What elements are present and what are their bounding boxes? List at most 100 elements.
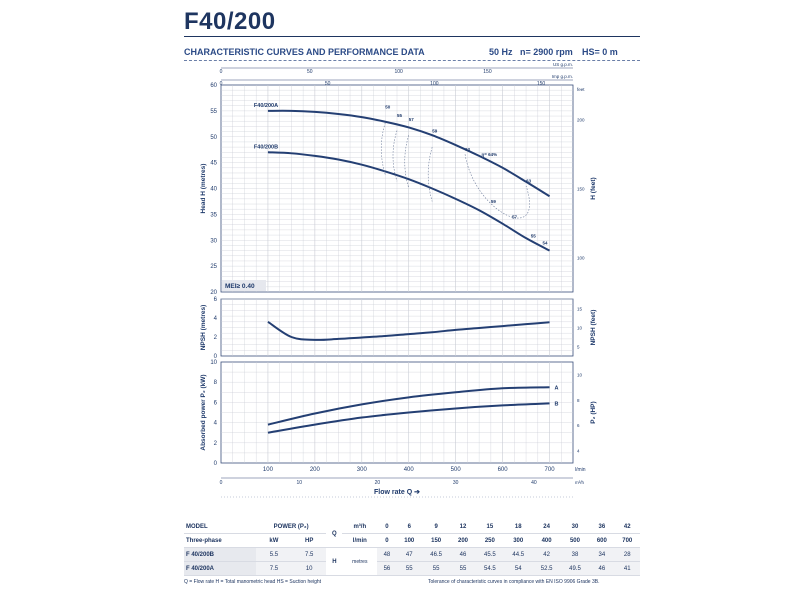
table-row: F 40/200A 7.5 10 56 55 55 55 54.5 54 52.…	[184, 561, 640, 576]
h-unit: metres	[342, 547, 378, 576]
top-tick-label: 0	[220, 69, 223, 75]
y-tick-label: 55	[210, 109, 217, 115]
head-cell: 54	[504, 561, 533, 576]
model-header: MODEL	[184, 520, 256, 534]
y-tick-label: 30	[210, 238, 217, 244]
head-cell: 46.5	[421, 547, 451, 562]
q-lmin-cell: 600	[589, 533, 615, 548]
series-line	[267, 386, 550, 426]
head-cell: 55	[396, 561, 422, 576]
q-lmin-cell: 400	[532, 533, 561, 548]
efficiency-isoline	[427, 147, 433, 202]
q-lmin-cell: 200	[450, 533, 476, 548]
y-right-tick-label: 8	[577, 398, 580, 403]
q-lmin-cell: 150	[421, 533, 451, 548]
efficiency-label: 63	[465, 147, 471, 152]
model-cell: F 40/200A	[184, 561, 256, 576]
top-tick-label: 150	[537, 81, 546, 87]
series-label: F40/200B	[254, 144, 278, 150]
y-tick-label: 25	[210, 264, 217, 270]
y-right-tick-label: 100	[577, 256, 585, 261]
q-m3h-cell: 15	[475, 520, 505, 534]
q-lmin-cell: 700	[614, 533, 640, 548]
efficiency-label: 57	[512, 215, 518, 220]
head-cell: 54.5	[475, 561, 505, 576]
efficiency-max-label: η= 64%	[481, 152, 497, 157]
top-axis-unit: US g.p.m.	[553, 62, 573, 67]
top-tick-label: 100	[394, 69, 403, 75]
top-tick-label: 100	[430, 81, 439, 87]
suction-height-label: HS= 0 m	[582, 47, 618, 57]
q-lmin-cell: 250	[475, 533, 505, 548]
efficiency-label: 50	[385, 104, 391, 109]
y-axis-title: Head H (metres)	[200, 164, 207, 214]
head-cell: 38	[560, 547, 590, 562]
q-lmin-cell: 100	[396, 533, 422, 548]
top-tick-label: 0	[220, 81, 223, 87]
top-tick-label: 50	[325, 81, 331, 87]
y-right-tick-label: 150	[577, 187, 585, 192]
table-row: F 40/200B 5.5 7.5 H metres 48 47 46.5 46…	[184, 547, 640, 576]
q-lmin-cell: 500	[560, 533, 590, 548]
section-subtitle: CHARACTERISTIC CURVES AND PERFORMANCE DA…	[184, 47, 425, 57]
power-header: POWER (P₂)	[255, 520, 327, 534]
x-axis-title: Flow rate Q ➔	[374, 489, 420, 496]
dashed-divider	[184, 60, 640, 61]
q-m3h-cell: 42	[614, 520, 640, 534]
series-line	[267, 109, 551, 198]
page-title: F40/200	[184, 8, 276, 35]
kw-cell: 5.5	[255, 547, 292, 562]
mei-badge	[222, 280, 266, 291]
y-tick-label: 50	[210, 135, 217, 141]
y-tick-label: 8	[214, 380, 218, 386]
title-divider	[184, 36, 640, 37]
x-tick-label: 500	[451, 467, 462, 473]
x-tick-label: 200	[310, 467, 321, 473]
x-tick-label: 100	[263, 467, 274, 473]
q-m3h-cell: 12	[450, 520, 476, 534]
head-cell: 46	[589, 561, 615, 576]
y-right-tick-label: 200	[577, 118, 585, 123]
frequency-label: 50 Hz	[489, 47, 513, 57]
series-label: B	[555, 401, 559, 407]
model-cell: F 40/200B	[184, 547, 256, 562]
tolerance-footnote: Tolerance of characteristic curves in co…	[428, 579, 600, 585]
efficiency-label: 55	[397, 113, 403, 118]
top-tick-label: 150	[483, 69, 492, 75]
head-cell: 55	[450, 561, 476, 576]
q-m3h-cell: 18	[504, 520, 533, 534]
y-tick-label: 0	[214, 354, 218, 360]
q-m3h-cell: 30	[560, 520, 590, 534]
series-label: F40/200A	[254, 103, 278, 109]
efficiency-isoline	[404, 135, 410, 189]
q-m3h-cell: 24	[532, 520, 561, 534]
y-tick-label: 6	[214, 297, 218, 303]
y-right-tick-label: 10	[577, 373, 583, 378]
efficiency-isoline	[380, 122, 386, 175]
head-cell: 42	[532, 547, 561, 562]
y-right-tick-label: 15	[577, 307, 583, 312]
head-cell: 47	[396, 547, 422, 562]
y-axis-title: NPSH (metres)	[200, 305, 207, 351]
q-m3h-cell: 9	[421, 520, 451, 534]
bottom-tick-label: 30	[453, 480, 459, 486]
y-tick-label: 4	[214, 421, 218, 427]
bottom-tick-label: 40	[531, 480, 537, 486]
q-m3h-cell: 36	[589, 520, 615, 534]
y-right-tick-label: 6	[577, 423, 580, 428]
y-tick-label: 60	[210, 83, 217, 89]
y-tick-label: 4	[214, 316, 218, 322]
y-tick-label: 20	[210, 290, 217, 296]
performance-table: MODEL POWER (P₂) Q m³/h 0 6 9 12 15 18 2…	[184, 520, 640, 576]
head-cell: 41	[614, 561, 640, 576]
h-header: H	[326, 547, 343, 576]
head-cell: 45.5	[475, 547, 505, 562]
q-m3h-cell: 6	[396, 520, 422, 534]
head-cell: 55	[421, 561, 451, 576]
efficiency-label: 59	[432, 129, 438, 134]
top-tick-label: 50	[307, 69, 313, 75]
q-lmin-cell: 0	[377, 533, 397, 548]
x-tick-label: 400	[404, 467, 415, 473]
series-line	[267, 320, 550, 341]
